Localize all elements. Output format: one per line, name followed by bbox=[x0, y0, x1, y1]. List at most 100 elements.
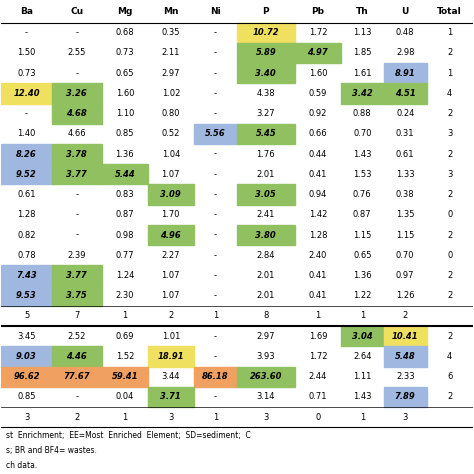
Text: Total: Total bbox=[437, 8, 462, 17]
Text: 7.89: 7.89 bbox=[395, 392, 416, 401]
Text: 3: 3 bbox=[263, 413, 268, 422]
Text: Ni: Ni bbox=[210, 8, 220, 17]
Text: 0.65: 0.65 bbox=[116, 69, 134, 78]
Bar bbox=[1, 346, 52, 366]
Text: 2.84: 2.84 bbox=[256, 251, 275, 260]
Text: -: - bbox=[214, 210, 217, 219]
Text: 18.91: 18.91 bbox=[157, 352, 184, 361]
Text: 2.27: 2.27 bbox=[162, 251, 180, 260]
Bar bbox=[194, 366, 237, 387]
Text: 1.10: 1.10 bbox=[116, 109, 134, 118]
Text: st  Enrichment;  EE=Most  Enriched  Element;  SD=sediment;  C: st Enrichment; EE=Most Enriched Element;… bbox=[6, 431, 251, 440]
Text: -: - bbox=[214, 190, 217, 199]
Text: 2.30: 2.30 bbox=[116, 291, 134, 300]
Bar bbox=[52, 144, 102, 164]
Text: 9.03: 9.03 bbox=[16, 352, 37, 361]
Text: 0.73: 0.73 bbox=[17, 69, 36, 78]
Text: 0.52: 0.52 bbox=[162, 129, 180, 138]
Bar bbox=[52, 83, 102, 103]
Text: 2: 2 bbox=[168, 311, 173, 320]
Text: 2: 2 bbox=[447, 230, 452, 239]
Text: 1.04: 1.04 bbox=[162, 150, 180, 159]
Text: 4.51: 4.51 bbox=[395, 89, 416, 98]
Text: 10.72: 10.72 bbox=[253, 28, 279, 37]
Text: -: - bbox=[214, 230, 217, 239]
Bar bbox=[1, 144, 52, 164]
Text: -: - bbox=[214, 251, 217, 260]
Bar bbox=[237, 366, 295, 387]
Text: 1.70: 1.70 bbox=[162, 210, 180, 219]
Text: 2.33: 2.33 bbox=[396, 372, 415, 381]
Text: 0.70: 0.70 bbox=[353, 129, 372, 138]
Text: 2: 2 bbox=[447, 109, 452, 118]
Text: 2.98: 2.98 bbox=[396, 48, 414, 57]
Bar bbox=[1, 286, 52, 306]
Text: 1: 1 bbox=[360, 413, 365, 422]
Text: 4.96: 4.96 bbox=[160, 230, 181, 239]
Text: 2: 2 bbox=[402, 311, 408, 320]
Text: 1.69: 1.69 bbox=[309, 332, 327, 341]
Text: 8: 8 bbox=[263, 311, 268, 320]
Text: 3.14: 3.14 bbox=[256, 392, 275, 401]
Text: 0.38: 0.38 bbox=[396, 190, 415, 199]
Text: 1.01: 1.01 bbox=[162, 332, 180, 341]
Text: -: - bbox=[25, 109, 28, 118]
Text: 0.41: 0.41 bbox=[309, 170, 327, 179]
Text: s; BR and BF4= wastes.: s; BR and BF4= wastes. bbox=[6, 446, 97, 455]
Text: 0: 0 bbox=[447, 210, 452, 219]
Text: 9.53: 9.53 bbox=[16, 291, 37, 300]
Text: P: P bbox=[263, 8, 269, 17]
Text: 1: 1 bbox=[447, 69, 452, 78]
Text: -: - bbox=[214, 332, 217, 341]
Text: 0: 0 bbox=[315, 413, 320, 422]
Bar bbox=[52, 366, 102, 387]
Text: 3.26: 3.26 bbox=[66, 89, 87, 98]
Text: 1: 1 bbox=[360, 311, 365, 320]
Text: 0: 0 bbox=[447, 251, 452, 260]
Text: 0.83: 0.83 bbox=[116, 190, 134, 199]
Text: 1: 1 bbox=[122, 311, 128, 320]
Text: -: - bbox=[75, 69, 78, 78]
Text: 2: 2 bbox=[447, 271, 452, 280]
Bar bbox=[384, 83, 427, 103]
Text: 1: 1 bbox=[447, 28, 452, 37]
Text: 5: 5 bbox=[24, 311, 29, 320]
Text: 0.35: 0.35 bbox=[162, 28, 180, 37]
Text: 8.26: 8.26 bbox=[16, 150, 37, 159]
Text: 0.88: 0.88 bbox=[353, 109, 372, 118]
Text: 0.98: 0.98 bbox=[116, 230, 134, 239]
Bar bbox=[237, 225, 295, 245]
Text: 0.24: 0.24 bbox=[396, 109, 414, 118]
Text: 1.60: 1.60 bbox=[309, 69, 327, 78]
Text: 0.87: 0.87 bbox=[353, 210, 372, 219]
Text: 3.80: 3.80 bbox=[255, 230, 276, 239]
Text: 1.42: 1.42 bbox=[309, 210, 327, 219]
Text: 3.45: 3.45 bbox=[17, 332, 36, 341]
Text: 0.97: 0.97 bbox=[396, 271, 414, 280]
Text: 1.53: 1.53 bbox=[353, 170, 372, 179]
Text: 3.93: 3.93 bbox=[256, 352, 275, 361]
Text: 2.44: 2.44 bbox=[309, 372, 327, 381]
Text: -: - bbox=[214, 392, 217, 401]
Text: 59.41: 59.41 bbox=[111, 372, 138, 381]
Text: 1.72: 1.72 bbox=[309, 28, 327, 37]
Text: Pb: Pb bbox=[311, 8, 324, 17]
Text: 3.75: 3.75 bbox=[66, 291, 87, 300]
Text: 5.44: 5.44 bbox=[115, 170, 135, 179]
Text: -: - bbox=[75, 230, 78, 239]
Text: 1.50: 1.50 bbox=[18, 48, 36, 57]
Bar bbox=[1, 83, 52, 103]
Text: 2.01: 2.01 bbox=[256, 291, 275, 300]
Text: 3.78: 3.78 bbox=[66, 150, 87, 159]
Bar bbox=[384, 346, 427, 366]
Text: 3.27: 3.27 bbox=[256, 109, 275, 118]
Text: Mg: Mg bbox=[117, 8, 133, 17]
Text: 1.24: 1.24 bbox=[116, 271, 134, 280]
Bar bbox=[237, 184, 295, 205]
Bar bbox=[102, 164, 148, 184]
Text: 4.38: 4.38 bbox=[256, 89, 275, 98]
Text: 1.36: 1.36 bbox=[353, 271, 372, 280]
Text: 0.80: 0.80 bbox=[162, 109, 180, 118]
Text: 4.46: 4.46 bbox=[66, 352, 87, 361]
Text: 2: 2 bbox=[447, 48, 452, 57]
